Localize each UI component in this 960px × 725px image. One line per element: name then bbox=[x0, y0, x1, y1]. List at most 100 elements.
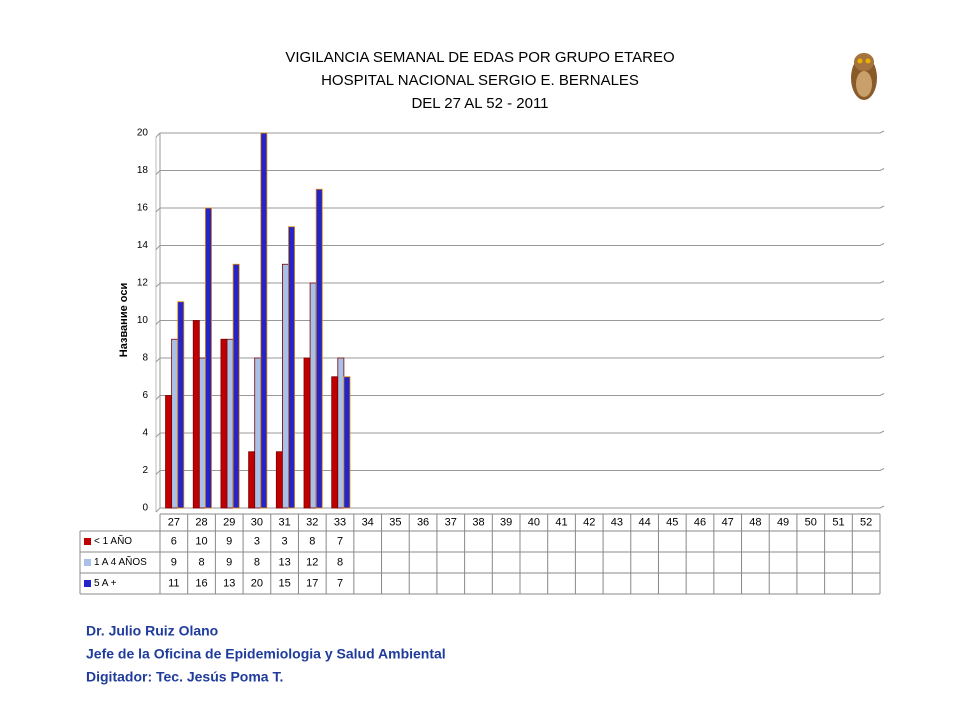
x-tick-label: 47 bbox=[722, 516, 734, 528]
x-tick-label: 39 bbox=[500, 516, 512, 528]
x-tick-label: 46 bbox=[694, 516, 706, 528]
x-tick-label: 50 bbox=[805, 516, 817, 528]
y-tick-label: 18 bbox=[137, 165, 149, 176]
x-tick-label: 52 bbox=[860, 516, 872, 528]
data-label: 11 bbox=[168, 577, 179, 589]
y-tick-label: 10 bbox=[137, 315, 149, 326]
data-label: 20 bbox=[251, 577, 263, 589]
bar bbox=[281, 263, 289, 509]
bar bbox=[254, 357, 262, 509]
legend-key bbox=[84, 559, 91, 566]
data-label: 9 bbox=[171, 556, 177, 568]
bar bbox=[232, 263, 240, 509]
y-tick-label: 16 bbox=[137, 203, 149, 214]
bar bbox=[177, 301, 185, 509]
x-tick-label: 44 bbox=[638, 516, 650, 528]
chart-title: VIGILANCIA SEMANAL DE EDAS POR GRUPO ETA… bbox=[285, 49, 674, 66]
grid-line bbox=[155, 393, 885, 400]
grid-line bbox=[155, 243, 885, 250]
grid-line bbox=[155, 318, 885, 325]
x-tick-label: 30 bbox=[251, 516, 263, 528]
y-axis-label: Название оси bbox=[118, 283, 130, 357]
x-tick-label: 41 bbox=[555, 516, 567, 528]
x-tick-label: 27 bbox=[168, 516, 180, 528]
legend-label: 1 A 4 AÑOS bbox=[94, 555, 147, 568]
y-tick-label: 20 bbox=[137, 128, 149, 139]
bar bbox=[303, 357, 311, 509]
data-label: 13 bbox=[223, 577, 235, 589]
bar bbox=[220, 338, 228, 509]
y-tick-label: 2 bbox=[142, 465, 148, 476]
y-tick-label: 14 bbox=[137, 240, 149, 251]
x-tick-label: 51 bbox=[832, 516, 844, 528]
bar bbox=[315, 188, 323, 509]
data-label: 3 bbox=[282, 535, 288, 547]
grid-line bbox=[155, 505, 885, 513]
grid-line bbox=[155, 205, 885, 213]
x-tick-label: 45 bbox=[666, 516, 678, 528]
x-tick-label: 32 bbox=[306, 516, 318, 528]
data-label: 10 bbox=[195, 535, 207, 547]
data-label: 17 bbox=[306, 577, 318, 589]
x-tick-label: 28 bbox=[195, 516, 207, 528]
x-tick-label: 43 bbox=[611, 516, 623, 528]
x-tick-label: 31 bbox=[278, 516, 290, 528]
bar bbox=[226, 338, 234, 509]
chart-title: HOSPITAL NACIONAL SERGIO E. BERNALES bbox=[321, 72, 639, 89]
x-tick-label: 49 bbox=[777, 516, 789, 528]
y-tick-label: 8 bbox=[142, 353, 148, 364]
grid-line bbox=[155, 280, 885, 288]
bar bbox=[275, 451, 283, 509]
y-tick-label: 0 bbox=[142, 503, 148, 514]
chart-title: DEL 27 AL 52 - 2011 bbox=[411, 95, 548, 112]
bar bbox=[343, 376, 351, 509]
legend-key bbox=[84, 580, 91, 587]
legend-label: < 1 AÑO bbox=[94, 534, 132, 547]
data-label: 12 bbox=[306, 556, 318, 568]
bar bbox=[260, 132, 268, 509]
data-label: 9 bbox=[226, 535, 232, 547]
x-tick-label: 42 bbox=[583, 516, 595, 528]
owl-icon bbox=[851, 53, 877, 100]
data-label: 16 bbox=[195, 577, 207, 589]
grid-line bbox=[155, 168, 885, 175]
x-tick-label: 37 bbox=[445, 516, 457, 528]
x-tick-label: 35 bbox=[389, 516, 401, 528]
y-tick-label: 4 bbox=[142, 428, 148, 439]
bar bbox=[171, 338, 179, 509]
x-tick-label: 33 bbox=[334, 516, 346, 528]
x-tick-label: 29 bbox=[223, 516, 235, 528]
legend-label: 5 A + bbox=[94, 578, 117, 589]
data-label: 7 bbox=[337, 535, 343, 547]
data-label: 7 bbox=[337, 577, 343, 589]
x-tick-label: 40 bbox=[528, 516, 540, 528]
bar bbox=[248, 451, 256, 509]
bar bbox=[331, 376, 339, 509]
data-label: 13 bbox=[278, 556, 290, 568]
bar bbox=[165, 395, 173, 509]
footer-text: Dr. Julio Ruiz Olano bbox=[86, 623, 218, 639]
x-tick-label: 48 bbox=[749, 516, 761, 528]
bar bbox=[205, 207, 212, 509]
x-tick-label: 38 bbox=[472, 516, 484, 528]
grid-line bbox=[155, 130, 885, 138]
grid-line bbox=[155, 468, 885, 475]
x-tick-label: 36 bbox=[417, 516, 429, 528]
data-label: 8 bbox=[198, 556, 204, 568]
y-tick-label: 12 bbox=[137, 278, 149, 289]
data-label: 8 bbox=[337, 556, 343, 568]
legend-key bbox=[84, 538, 91, 545]
data-label: 15 bbox=[278, 577, 290, 589]
footer-text: Jefe de la Oficina de Epidemiologia y Sa… bbox=[86, 646, 446, 662]
grid-line bbox=[155, 430, 885, 438]
bar bbox=[337, 357, 345, 509]
data-label: 8 bbox=[309, 535, 315, 547]
x-tick-label: 34 bbox=[362, 516, 374, 528]
grid-line bbox=[155, 355, 885, 363]
y-tick-label: 6 bbox=[142, 390, 148, 401]
data-label: 3 bbox=[254, 535, 260, 547]
bar bbox=[198, 357, 206, 509]
footer-text: Digitador: Tec. Jesús Poma T. bbox=[86, 669, 283, 685]
data-label: 6 bbox=[171, 535, 177, 547]
